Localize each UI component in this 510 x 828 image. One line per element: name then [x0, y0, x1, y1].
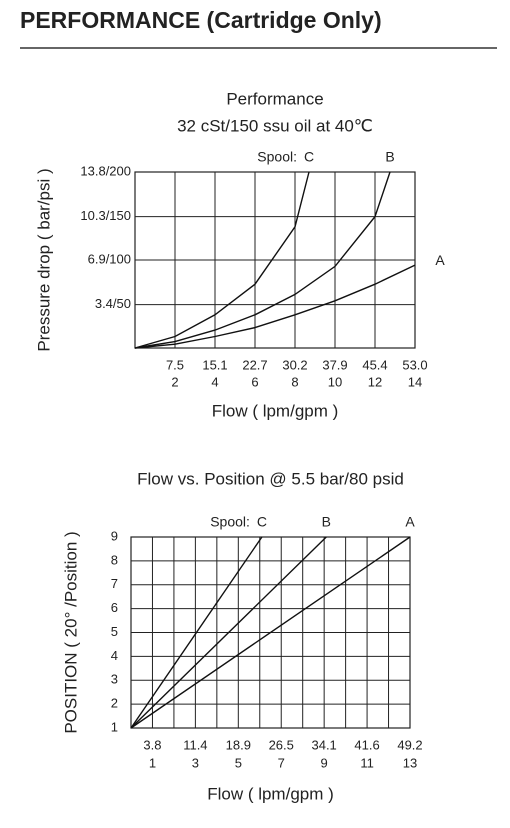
chart-subtitle: 32 cSt/150 ssu oil at 40℃: [177, 116, 373, 135]
series-line: [134, 264, 416, 349]
y-tick-label: 10.3/150: [80, 208, 131, 223]
x-tick-lpm: 26.5: [269, 737, 294, 752]
page-title: PERFORMANCE (Cartridge Only): [20, 7, 382, 33]
y-tick-label: 6.9/100: [88, 251, 131, 266]
x-tick-label: 11: [360, 755, 374, 770]
series-label: B: [322, 514, 331, 530]
y-axis-label: Pressure drop ( bar/psi ): [34, 168, 53, 351]
series-label: C: [304, 149, 314, 165]
x-axis-label: Flow ( lpm/gpm ): [207, 784, 334, 803]
x-tick-label: 13: [403, 755, 417, 770]
series-label: A: [435, 252, 445, 268]
x-tick-lpm: 15.1: [202, 357, 227, 372]
x-tick-label: 3: [192, 755, 199, 770]
x-tick-lpm: 45.4: [362, 357, 387, 372]
x-tick-lpm: 34.1: [311, 737, 336, 752]
x-tick-lpm: 37.9: [322, 357, 347, 372]
y-tick-label: 2: [111, 696, 118, 711]
annotation: Spool:: [257, 149, 297, 165]
series-line: [134, 171, 310, 349]
series-line: [134, 171, 391, 349]
series-line: [130, 536, 263, 729]
annotation: Spool:: [210, 514, 250, 530]
x-tick-lpm: 18.9: [226, 737, 251, 752]
x-tick-lpm: 11.4: [183, 737, 207, 752]
series-line: [130, 536, 327, 729]
x-tick-lpm: 53.0: [402, 357, 427, 372]
x-tick-lpm: 7.5: [166, 357, 184, 372]
series-label: B: [385, 149, 394, 165]
series-line: [130, 536, 411, 729]
x-axis-label: Flow ( lpm/gpm ): [212, 401, 339, 420]
y-tick-label: 3.4/50: [95, 296, 131, 311]
x-tick-lpm: 49.2: [397, 737, 422, 752]
chart-title: Flow vs. Position @ 5.5 bar/80 psid: [137, 469, 404, 488]
x-tick-label: 10: [328, 374, 342, 389]
x-tick-label: 12: [368, 374, 382, 389]
x-tick-lpm: 30.2: [282, 357, 307, 372]
x-tick-lpm: 3.8: [143, 737, 161, 752]
series-label: C: [257, 514, 267, 530]
y-tick-label: 3: [111, 672, 118, 687]
y-tick-label: 8: [111, 552, 118, 567]
x-tick-label: 1: [149, 755, 156, 770]
y-tick-label: 13.8/200: [80, 163, 131, 178]
y-tick-label: 9: [111, 528, 118, 543]
x-tick-label: 5: [235, 755, 242, 770]
x-tick-label: 9: [321, 755, 328, 770]
x-tick-label: 6: [251, 374, 258, 389]
x-tick-label: 14: [408, 374, 422, 389]
x-tick-lpm: 41.6: [354, 737, 379, 752]
y-tick-label: 4: [111, 648, 118, 663]
x-tick-label: 2: [171, 374, 178, 389]
chart-title: Performance: [226, 89, 323, 108]
x-tick-lpm: 22.7: [242, 357, 267, 372]
x-tick-label: 7: [278, 755, 285, 770]
x-tick-label: 8: [291, 374, 298, 389]
y-tick-label: 7: [111, 576, 118, 591]
y-tick-label: 5: [111, 624, 118, 639]
y-tick-label: 1: [111, 719, 118, 734]
y-axis-label: POSITION ( 20° /Position ): [61, 531, 80, 733]
y-tick-label: 6: [111, 600, 118, 615]
series-label: A: [405, 514, 415, 530]
x-tick-label: 4: [211, 374, 218, 389]
